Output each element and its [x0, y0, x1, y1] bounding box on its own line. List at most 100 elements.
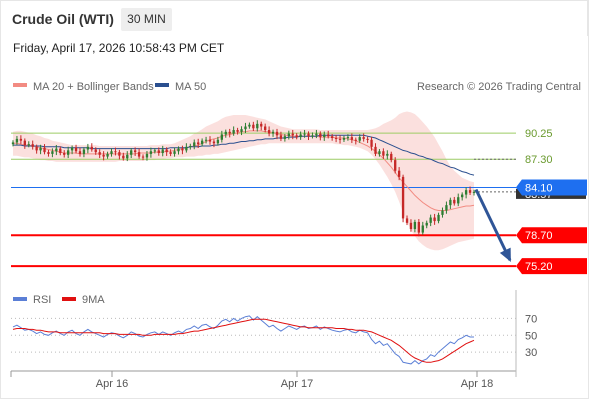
candle-body [177, 148, 180, 152]
candle-body [208, 139, 212, 142]
candle-body [468, 190, 472, 193]
level-tag-75.20 [516, 258, 587, 275]
candle-body [133, 150, 137, 153]
candle-body [374, 146, 377, 154]
candle-body [287, 133, 290, 137]
candle-body [193, 142, 196, 146]
candle-body [256, 123, 259, 129]
candle-body [122, 155, 125, 159]
ma20-legend-label: MA 20 + Bollinger Bands [33, 81, 154, 93]
instrument-title: Crude Oil (WTI) [12, 11, 114, 27]
candle-body [449, 199, 452, 206]
candle-body [350, 137, 354, 140]
candle-body [271, 131, 275, 134]
candle-body [220, 134, 224, 140]
candle-body [283, 136, 287, 139]
candle-body [370, 139, 373, 147]
rsi-ma9-line [12, 318, 475, 363]
candle-body [78, 151, 82, 154]
candle-body [358, 137, 361, 141]
candle-body [252, 124, 255, 129]
candle-body [425, 222, 428, 226]
candle-body [394, 160, 397, 171]
level-tag-78.70 [516, 227, 587, 244]
candle-body [55, 148, 58, 152]
current-level-tag [516, 179, 587, 196]
candle-body [453, 199, 456, 204]
candle-body [433, 217, 436, 222]
candle-body [23, 140, 26, 146]
candle-body [106, 153, 109, 157]
candle-body [338, 138, 342, 140]
candle-body [145, 153, 149, 158]
candle-body [212, 141, 216, 144]
candle-body [323, 134, 326, 138]
candle-body [82, 149, 86, 154]
candle-body [295, 135, 298, 138]
candle-body [173, 151, 176, 154]
candle-body [63, 153, 66, 155]
candle-body [405, 218, 409, 223]
candle-body [260, 123, 263, 127]
rsi-line [12, 315, 474, 365]
candle-body [354, 139, 357, 141]
ma50-legend-swatch [155, 83, 169, 87]
candle-body [169, 152, 172, 154]
candle-body [59, 148, 62, 154]
candle-body [232, 130, 235, 134]
candle-body [118, 152, 121, 156]
candle-body [110, 151, 113, 154]
candle-body [47, 152, 50, 154]
rsi-tick-label: 70 [525, 313, 537, 325]
candle-body [279, 135, 283, 139]
bollinger-band [13, 111, 474, 251]
candle-body [161, 149, 164, 154]
candle-body [11, 142, 15, 145]
candle-body [98, 152, 101, 155]
x-tick-label: Apr 18 [461, 378, 493, 390]
candle-body [378, 151, 381, 154]
candle-body [319, 133, 322, 138]
candle-body [409, 222, 413, 230]
candle-body [441, 210, 444, 215]
candle-body [137, 152, 141, 157]
candle-body [27, 144, 30, 146]
candle-body [35, 146, 38, 151]
candle-body [307, 133, 310, 137]
x-tick-label: Apr 16 [96, 378, 128, 390]
candle-body [244, 126, 247, 130]
candle-body [437, 214, 440, 222]
candle-body [445, 205, 448, 211]
candle-body [224, 131, 227, 135]
candle-body [413, 221, 417, 230]
level-label-78.70: 78.70 [525, 230, 553, 242]
candle-body [31, 144, 34, 147]
timeframe-button[interactable]: 30 MIN [121, 8, 172, 31]
candle-body [204, 139, 208, 141]
candle-body [185, 146, 188, 151]
candle-body [66, 150, 70, 155]
candle-body [74, 147, 78, 152]
level-label-87.30: 87.30 [525, 154, 553, 166]
candle-body [90, 146, 93, 150]
candle-body [429, 217, 432, 223]
rsi-tick-label: 30 [525, 347, 537, 359]
candle-body [461, 194, 464, 198]
candle-body [157, 150, 160, 154]
projection-arrow-head [499, 247, 511, 262]
candle-body [421, 225, 424, 233]
x-tick-label: Apr 17 [281, 378, 313, 390]
candle-body [130, 150, 133, 155]
candle-body [114, 151, 117, 153]
rsi-legend-label: RSI [33, 294, 51, 306]
candle-body [291, 133, 294, 136]
candle-body [51, 151, 54, 154]
candle-body [197, 142, 200, 145]
candle-body [346, 137, 350, 139]
ma9-legend-label: 9MA [82, 294, 105, 306]
ma50-legend-label: MA 50 [175, 81, 206, 93]
candle-body [401, 176, 405, 219]
rsi-tick-label: 50 [525, 330, 537, 342]
level-label-75.20: 75.20 [525, 261, 553, 273]
